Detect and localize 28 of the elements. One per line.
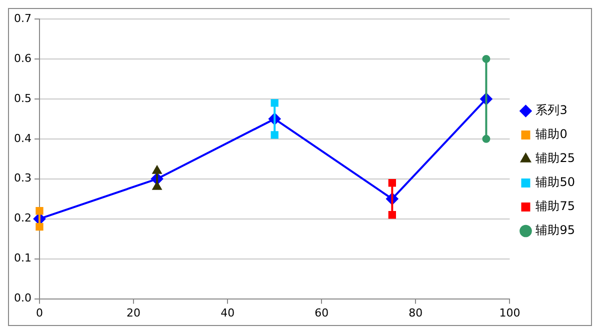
legend-label: 辅助75 (536, 199, 576, 214)
point (388, 211, 396, 219)
x-tick-label: 40 (220, 306, 235, 320)
legend-label: 辅助25 (536, 151, 576, 166)
y-tick-label: 0.4 (14, 132, 32, 145)
point (482, 54, 490, 63)
y-tick-label: 0.1 (14, 252, 32, 265)
x-tick-label: 0 (36, 306, 43, 320)
y-tick-label: 0.0 (14, 292, 32, 305)
point (270, 99, 278, 107)
x-tick-label: 100 (499, 306, 520, 320)
legend-label: 系列3 (536, 103, 568, 118)
y-tick-label: 0.6 (14, 52, 32, 65)
point (388, 179, 396, 187)
point (482, 134, 490, 143)
point (36, 207, 44, 215)
legend-label: 辅助0 (536, 127, 568, 142)
x-tick-label: 80 (408, 306, 423, 320)
legend-label: 辅助95 (536, 223, 576, 238)
x-tick-label: 60 (314, 306, 329, 320)
y-tick-label: 0.2 (14, 212, 32, 225)
y-tick-label: 0.5 (14, 92, 32, 105)
point (36, 223, 44, 231)
y-tick-label: 0.3 (14, 172, 32, 185)
x-tick-label: 20 (126, 306, 141, 320)
legend-label: 辅助50 (536, 175, 576, 190)
point (270, 131, 278, 139)
y-tick-label: 0.7 (14, 12, 32, 25)
